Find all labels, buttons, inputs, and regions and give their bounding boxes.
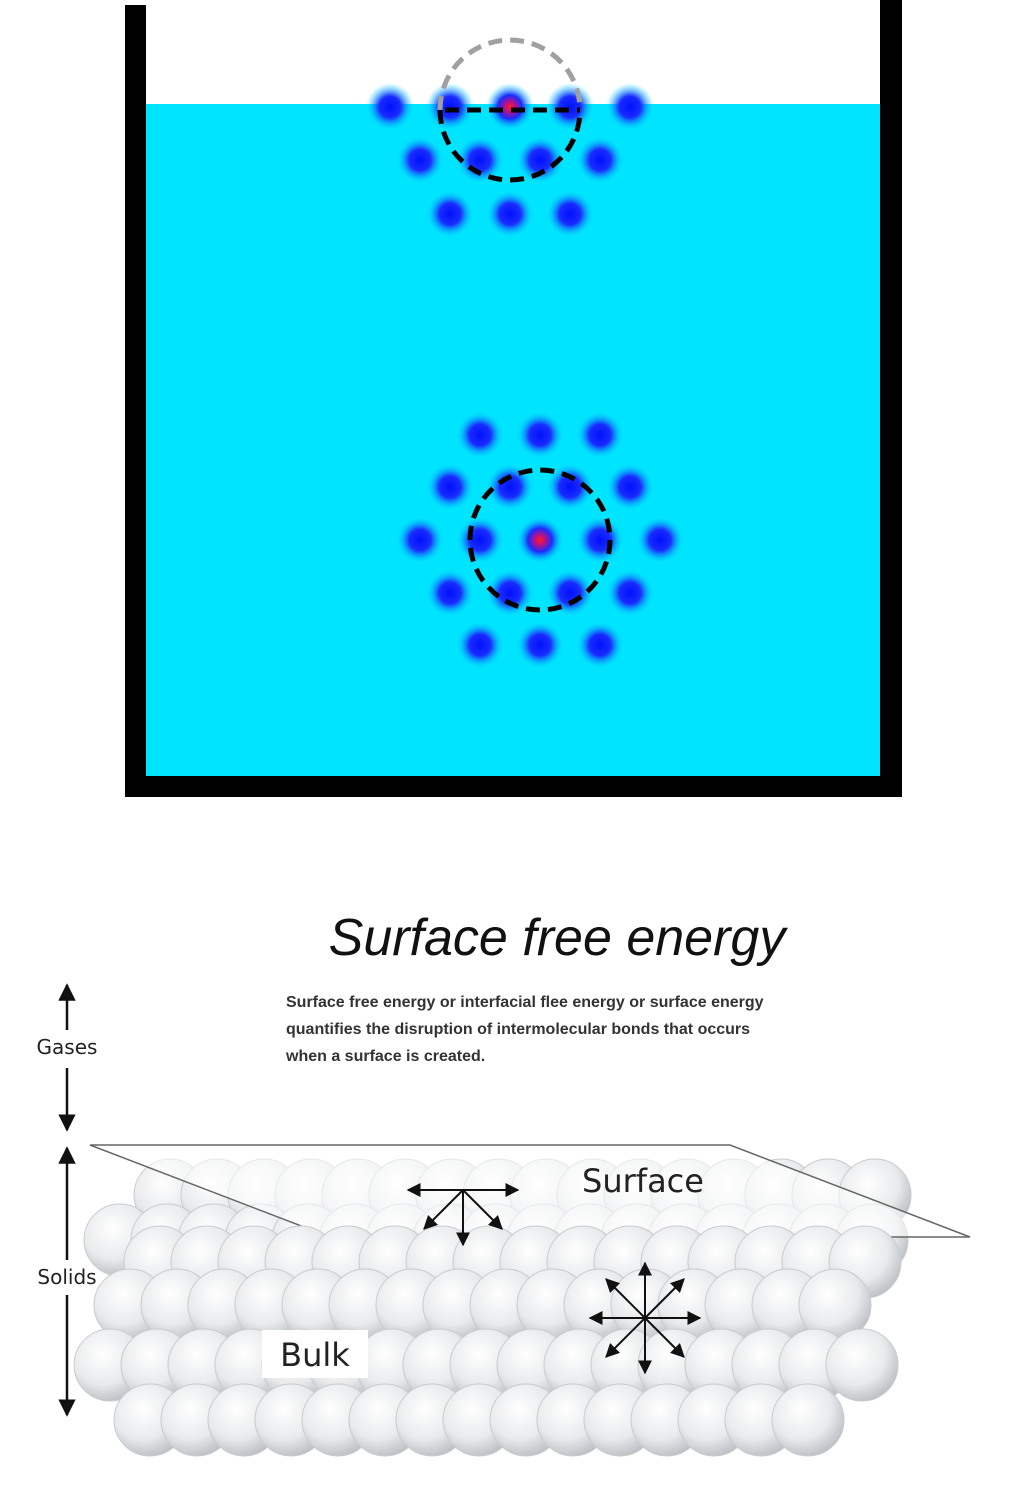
molecule <box>576 136 624 184</box>
molecule <box>606 569 654 617</box>
molecule <box>516 516 564 564</box>
molecule <box>486 83 534 131</box>
arrow <box>423 1189 464 1230</box>
molecule <box>486 190 534 238</box>
molecule <box>396 136 444 184</box>
arrow <box>605 1278 646 1319</box>
description: Surface free energy or interfacial flee … <box>286 994 764 1011</box>
label: Surface <box>582 1162 704 1200</box>
force-arrows <box>406 1183 702 1375</box>
title: Surface free energy <box>329 909 789 967</box>
molecule <box>546 463 594 511</box>
molecules <box>366 83 684 669</box>
molecule <box>546 83 594 131</box>
molecule <box>546 569 594 617</box>
sphere <box>825 1328 899 1402</box>
description: quantifies the disruption of intermolecu… <box>286 1021 750 1038</box>
molecule <box>636 516 684 564</box>
wall <box>125 776 902 797</box>
molecule <box>426 569 474 617</box>
molecule <box>516 136 564 184</box>
molecule <box>576 621 624 669</box>
molecule <box>516 411 564 459</box>
molecule <box>576 411 624 459</box>
range-circle <box>437 109 583 183</box>
molecule <box>516 621 564 669</box>
molecule <box>456 411 504 459</box>
molecule <box>576 516 624 564</box>
molecule <box>426 190 474 238</box>
wall <box>880 0 902 797</box>
molecule <box>456 621 504 669</box>
molecule <box>546 190 594 238</box>
molecule <box>396 516 444 564</box>
interaction-ranges <box>437 37 613 613</box>
description: when a surface is created. <box>285 1048 485 1065</box>
label: Bulk <box>280 1336 350 1374</box>
arrow <box>462 1189 503 1230</box>
range-circle <box>467 467 613 613</box>
solid-spheres <box>73 1225 902 1457</box>
molecule <box>486 463 534 511</box>
molecule <box>486 569 534 617</box>
molecule <box>426 83 474 131</box>
arrow <box>644 1317 685 1358</box>
molecule <box>426 463 474 511</box>
wall <box>125 5 146 797</box>
label: Solids <box>37 1265 96 1289</box>
molecule <box>456 136 504 184</box>
range-circle <box>437 37 583 111</box>
molecule <box>456 516 504 564</box>
molecule <box>606 83 654 131</box>
arrow <box>644 1278 685 1319</box>
surface-plane <box>89 1144 971 1238</box>
label-box <box>262 1330 368 1378</box>
arrow <box>605 1317 646 1358</box>
label: Gases <box>37 1035 98 1059</box>
sphere <box>771 1383 845 1457</box>
molecule <box>366 83 414 131</box>
molecule <box>606 463 654 511</box>
